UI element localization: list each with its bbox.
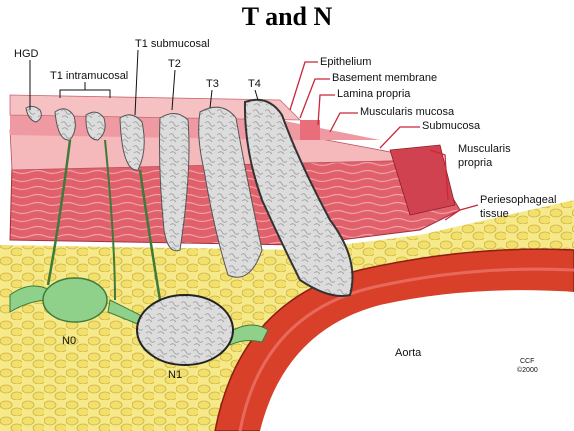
diagram-title: T and N — [241, 2, 333, 31]
tumor-t2 — [159, 113, 190, 252]
label-t4: T4 — [248, 78, 261, 90]
layer-block-front — [300, 120, 320, 140]
aorta-lumen — [260, 290, 574, 431]
tumor-t3 — [198, 106, 263, 278]
label-n0: N0 — [62, 335, 76, 347]
label-submucosa: Submucosa — [422, 120, 481, 132]
lymph-vessel-3 — [104, 139, 116, 301]
lymph-node-n1 — [136, 294, 234, 366]
label-hgd: HGD — [14, 48, 39, 60]
label-basement-membrane: Basement membrane — [332, 72, 437, 84]
muscle-block — [389, 144, 456, 216]
label-t1-intramucosal: T1 intramucosal — [50, 70, 128, 82]
tumor-t4 — [243, 98, 354, 297]
label-muscularis-propria-1: Muscularis — [458, 143, 511, 155]
label-n1: N1 — [168, 369, 182, 381]
lymph-vessel-1 — [46, 139, 72, 286]
tumor-t1-submucosal — [119, 114, 145, 171]
lymph-node-n1-tail2 — [224, 324, 269, 346]
label-muscularis-mucosa: Muscularis mucosa — [360, 106, 455, 118]
label-t2: T2 — [168, 58, 181, 70]
label-t3: T3 — [206, 78, 219, 90]
label-epithelium: Epithelium — [320, 56, 371, 68]
aorta-wall-ring — [238, 267, 574, 431]
label-periesophageal-2: tissue — [480, 208, 509, 220]
label-lamina-propria: Lamina propria — [337, 88, 411, 100]
lymph-node-n0 — [42, 277, 108, 323]
label-muscularis-propria-2: propria — [458, 157, 493, 169]
lymph-vessel-2 — [138, 169, 162, 301]
tumor-hgd — [25, 105, 42, 123]
tumor-t1-intramucosal-a — [54, 108, 76, 141]
label-t1-submucosal: T1 submucosal — [135, 38, 210, 50]
label-aorta: Aorta — [395, 347, 422, 359]
tumor-t1-intramucosal-b — [85, 111, 106, 141]
label-periesophageal-1: Periesophageal — [480, 194, 556, 206]
credit-year: ©2000 — [517, 366, 538, 374]
credit-ccf: CCF — [520, 358, 534, 365]
